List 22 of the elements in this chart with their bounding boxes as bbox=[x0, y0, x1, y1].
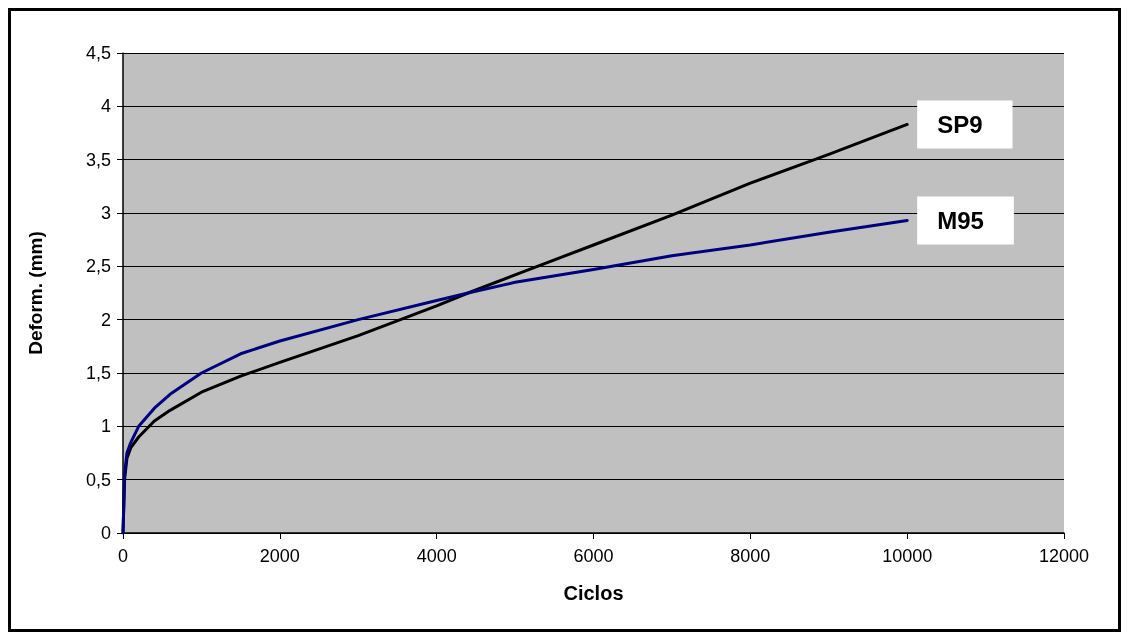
y-axis-title: Deform. (mm) bbox=[25, 231, 46, 355]
series-label: M95 bbox=[937, 206, 984, 234]
y-tick-label: 4 bbox=[100, 96, 111, 117]
y-tick-label: 0,5 bbox=[85, 469, 111, 490]
x-axis-title: Ciclos bbox=[563, 582, 624, 604]
y-tick-label: 1 bbox=[100, 416, 111, 437]
y-tick-label: 3,5 bbox=[85, 149, 111, 170]
line-series bbox=[121, 218, 909, 535]
y-tick-label: 2 bbox=[100, 309, 111, 330]
y-tick-label: 3 bbox=[100, 203, 111, 223]
x-tick-label: 6000 bbox=[573, 546, 614, 566]
x-tick-label: 2000 bbox=[259, 546, 300, 566]
x-tick-label: 0 bbox=[117, 546, 129, 566]
x-tick-label: 12000 bbox=[1038, 546, 1090, 566]
series-label: SP9 bbox=[937, 110, 983, 138]
x-tick-label: 4000 bbox=[416, 546, 457, 566]
y-tick-label: 2,5 bbox=[85, 256, 111, 277]
y-tick-label: 4,5 bbox=[85, 43, 111, 63]
y-tick-label: 0 bbox=[100, 523, 111, 543]
x-tick-label: 8000 bbox=[730, 546, 771, 566]
y-tick-label: 1,5 bbox=[85, 363, 111, 383]
x-tick-label: 10000 bbox=[882, 546, 933, 566]
